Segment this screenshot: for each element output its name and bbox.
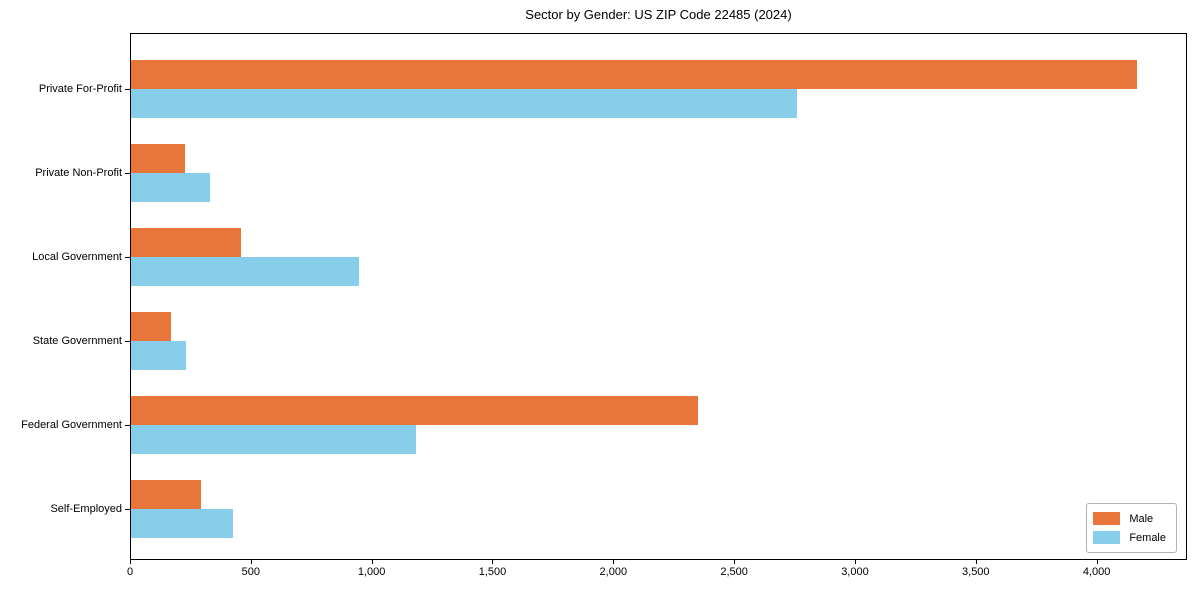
bar-female-1 <box>131 89 797 118</box>
bar-female-3 <box>131 257 359 286</box>
bar-female-2 <box>131 173 210 202</box>
bar-female-5 <box>131 425 416 454</box>
x-tick-label: 4,000 <box>1082 566 1111 578</box>
category-label: Federal Government <box>21 419 122 431</box>
legend-swatch-female <box>1093 531 1121 544</box>
x-tick-label: 3,000 <box>841 566 869 578</box>
bar-male-2 <box>131 144 185 173</box>
legend-entry-male: Male <box>1093 509 1166 528</box>
bar-male-6 <box>131 480 201 509</box>
x-tick-mark <box>854 560 856 564</box>
x-tick-label: 1,000 <box>357 566 386 578</box>
x-tick-label: 1,500 <box>478 566 507 578</box>
chart-title: Sector by Gender: US ZIP Code 22485 (202… <box>525 7 792 22</box>
bar-male-1 <box>131 60 1137 89</box>
x-tick-mark <box>492 560 494 564</box>
x-tick-label: 2,000 <box>599 566 628 578</box>
y-tick-mark <box>125 341 130 342</box>
y-tick-mark <box>125 173 130 174</box>
legend: Male Female <box>1086 503 1177 553</box>
y-tick-mark <box>125 89 130 90</box>
x-tick-mark <box>1096 560 1098 564</box>
y-tick-mark <box>125 257 130 258</box>
x-tick-label: 500 <box>241 566 260 578</box>
legend-label: Female <box>1129 531 1166 544</box>
category-label: Local Government <box>32 251 122 263</box>
x-tick-mark <box>734 560 736 564</box>
category-label: Self-Employed <box>50 503 122 515</box>
plot-area <box>130 33 1187 560</box>
x-tick-mark <box>975 560 977 564</box>
x-tick-mark <box>250 560 252 564</box>
x-tick-label: 2,500 <box>720 566 748 578</box>
category-label: Private For-Profit <box>38 83 122 95</box>
y-tick-mark <box>125 509 130 510</box>
category-label: Private Non-Profit <box>35 167 122 179</box>
legend-entry-female: Female <box>1093 528 1166 547</box>
y-tick-mark <box>125 425 130 426</box>
x-tick-label: 3,500 <box>962 566 990 578</box>
bar-male-3 <box>131 228 241 257</box>
bar-male-4 <box>131 312 171 341</box>
legend-label: Male <box>1129 512 1154 525</box>
bar-female-6 <box>131 509 233 538</box>
legend-swatch-male <box>1093 512 1121 525</box>
bar-female-4 <box>131 341 186 370</box>
category-label: State Government <box>32 335 122 347</box>
x-tick-label: 0 <box>126 566 134 578</box>
x-tick-mark <box>371 560 373 564</box>
bar-male-5 <box>131 396 698 425</box>
x-tick-mark <box>130 560 131 564</box>
x-tick-mark <box>613 560 615 564</box>
